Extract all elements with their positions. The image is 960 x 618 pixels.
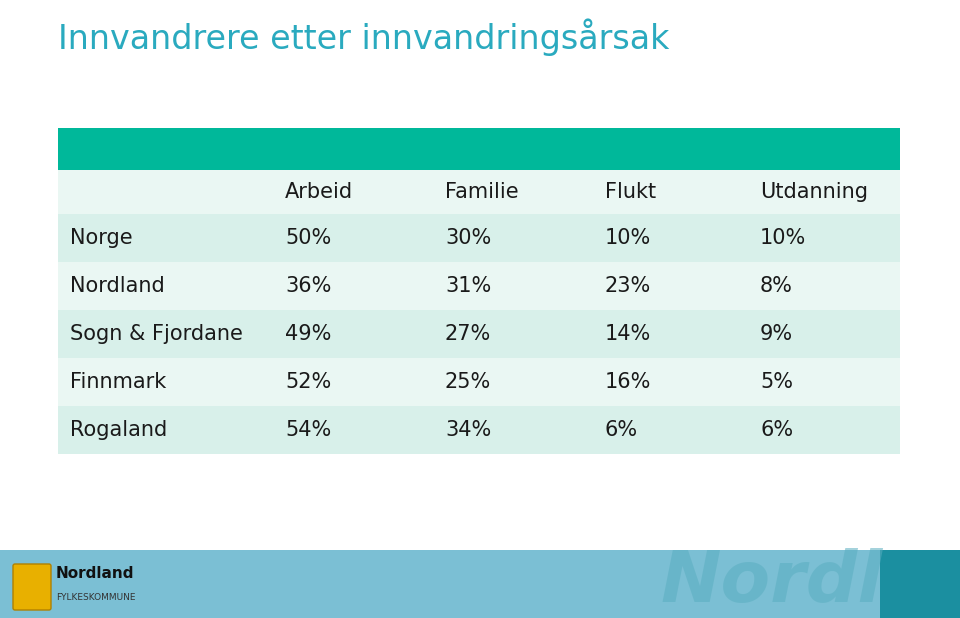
Text: 34%: 34% xyxy=(445,420,492,440)
Text: 27%: 27% xyxy=(445,324,492,344)
FancyBboxPatch shape xyxy=(13,564,51,610)
Text: Sogn & Fjordane: Sogn & Fjordane xyxy=(70,324,243,344)
Text: Flukt: Flukt xyxy=(605,182,656,202)
Text: 50%: 50% xyxy=(285,228,331,248)
Text: 36%: 36% xyxy=(285,276,331,296)
Text: Arbeid: Arbeid xyxy=(285,182,353,202)
Text: 6%: 6% xyxy=(760,420,793,440)
Text: 10%: 10% xyxy=(760,228,806,248)
Text: Familie: Familie xyxy=(445,182,518,202)
Text: Utdanning: Utdanning xyxy=(760,182,868,202)
Text: 54%: 54% xyxy=(285,420,331,440)
FancyBboxPatch shape xyxy=(58,128,900,170)
Text: FYLKESKOMMUNE: FYLKESKOMMUNE xyxy=(56,593,135,602)
Text: 10%: 10% xyxy=(605,228,651,248)
FancyBboxPatch shape xyxy=(58,406,900,454)
Text: 30%: 30% xyxy=(445,228,492,248)
Text: 9%: 9% xyxy=(760,324,793,344)
FancyBboxPatch shape xyxy=(880,550,960,618)
Text: 25%: 25% xyxy=(445,372,492,392)
FancyBboxPatch shape xyxy=(58,358,900,406)
Text: Finnmark: Finnmark xyxy=(70,372,166,392)
FancyBboxPatch shape xyxy=(58,310,900,358)
FancyBboxPatch shape xyxy=(58,262,900,310)
Text: 52%: 52% xyxy=(285,372,331,392)
Text: 23%: 23% xyxy=(605,276,651,296)
Text: 49%: 49% xyxy=(285,324,331,344)
Text: 31%: 31% xyxy=(445,276,492,296)
Text: Nordland: Nordland xyxy=(56,566,134,582)
Text: Innvandrere etter innvandringsårsak: Innvandrere etter innvandringsårsak xyxy=(58,18,669,56)
Text: 16%: 16% xyxy=(605,372,652,392)
Text: Nordl: Nordl xyxy=(660,548,882,617)
Text: 8%: 8% xyxy=(760,276,793,296)
Text: Nordland: Nordland xyxy=(70,276,165,296)
Text: 5%: 5% xyxy=(760,372,793,392)
Text: 14%: 14% xyxy=(605,324,651,344)
Text: 6%: 6% xyxy=(605,420,638,440)
Text: Rogaland: Rogaland xyxy=(70,420,167,440)
FancyBboxPatch shape xyxy=(0,550,960,618)
Text: Norge: Norge xyxy=(70,228,132,248)
FancyBboxPatch shape xyxy=(58,214,900,262)
FancyBboxPatch shape xyxy=(58,170,900,214)
